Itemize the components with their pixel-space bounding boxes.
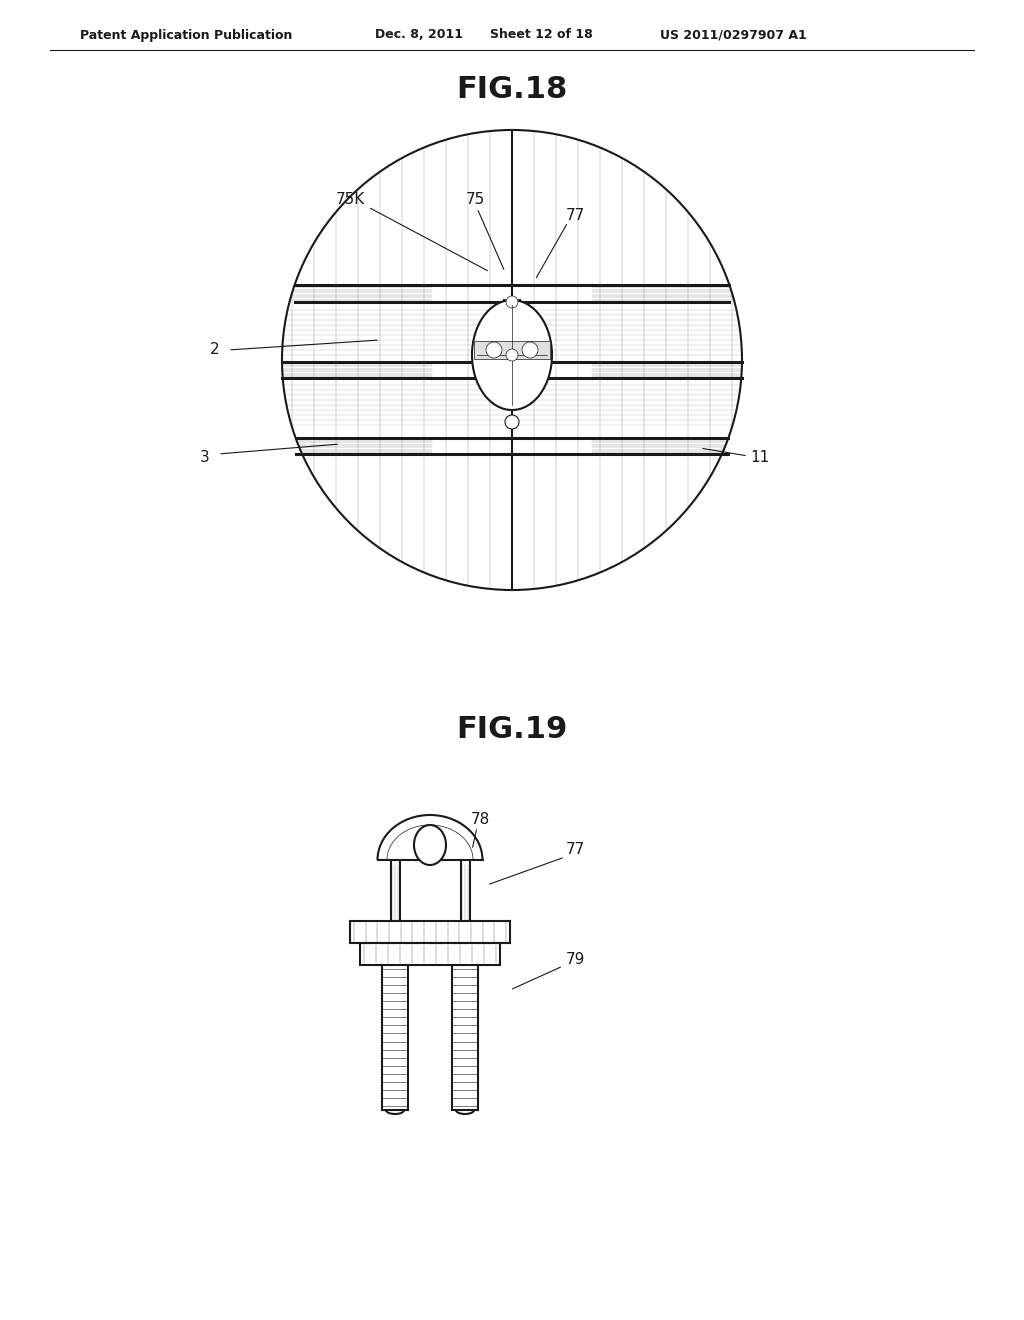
Text: 78: 78	[470, 813, 489, 828]
Bar	[360, 942, 500, 965]
Ellipse shape	[472, 300, 552, 411]
Text: 3: 3	[200, 450, 210, 466]
Bar	[474, 341, 550, 359]
Text: 2: 2	[210, 342, 220, 358]
Bar	[382, 965, 408, 1110]
Text: 75K: 75K	[336, 193, 365, 207]
Bar	[452, 965, 478, 1110]
Text: 11: 11	[751, 450, 770, 466]
Text: 77: 77	[565, 842, 585, 858]
Text: Dec. 8, 2011: Dec. 8, 2011	[375, 29, 463, 41]
Text: FIG.18: FIG.18	[457, 75, 567, 104]
Bar	[350, 921, 510, 942]
Circle shape	[522, 342, 538, 358]
Text: FIG.19: FIG.19	[457, 715, 567, 744]
Text: 79: 79	[565, 953, 585, 968]
Circle shape	[505, 414, 519, 429]
Text: 75: 75	[465, 193, 484, 207]
Circle shape	[486, 342, 502, 358]
Text: US 2011/0297907 A1: US 2011/0297907 A1	[660, 29, 807, 41]
Ellipse shape	[414, 825, 446, 865]
Text: Patent Application Publication: Patent Application Publication	[80, 29, 293, 41]
Circle shape	[506, 348, 518, 360]
Circle shape	[506, 296, 518, 308]
Text: Sheet 12 of 18: Sheet 12 of 18	[490, 29, 593, 41]
Text: 77: 77	[565, 207, 585, 223]
